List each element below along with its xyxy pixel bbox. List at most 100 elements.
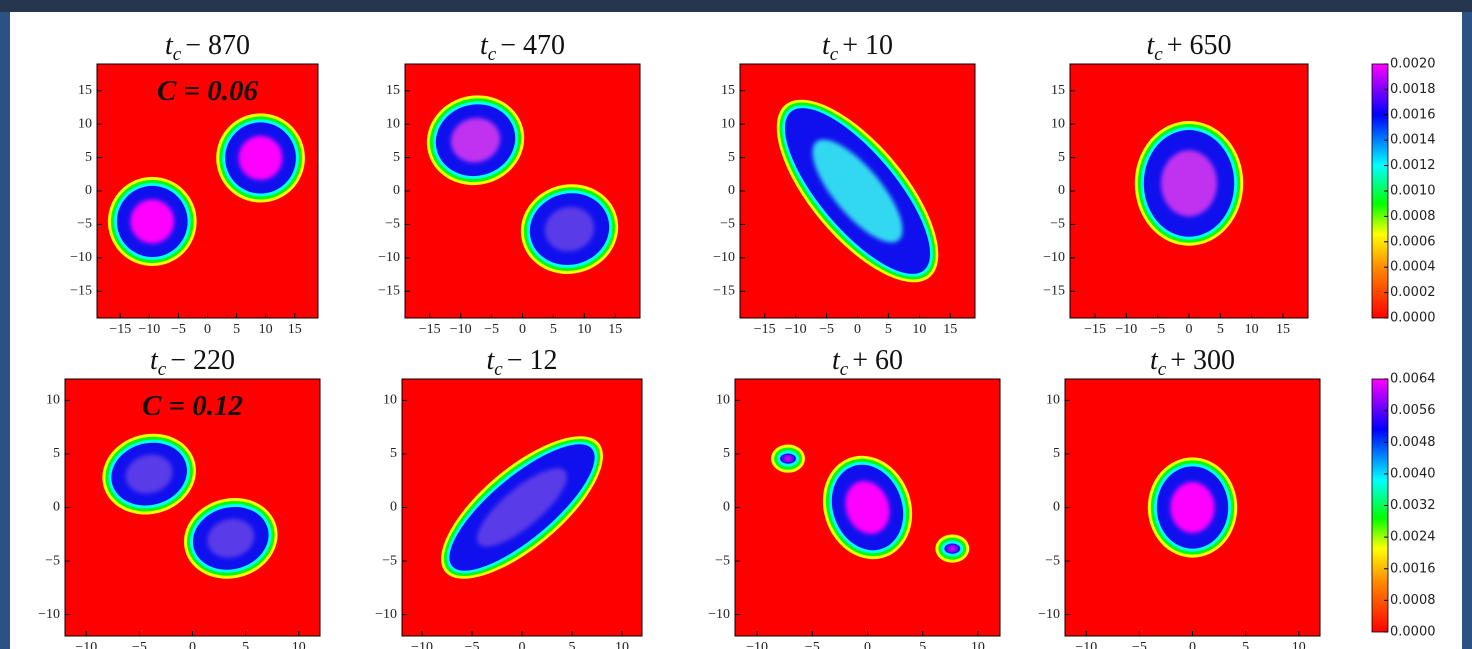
colorbar-tick-label: 0.0008 xyxy=(1390,593,1436,608)
x-tick-label: −10 xyxy=(785,322,807,337)
colorbar: 0.00000.00080.00160.00240.00320.00400.00… xyxy=(1372,372,1436,640)
y-tick-label: 5 xyxy=(390,446,397,461)
colorbar-tick-label: 0.0002 xyxy=(1390,285,1436,300)
y-tick-label: 10 xyxy=(1051,116,1065,131)
annotation: C = 0.12 xyxy=(142,390,243,422)
x-tick-label: −5 xyxy=(484,322,499,337)
blob-core xyxy=(1161,150,1217,216)
y-tick-label: −5 xyxy=(1045,553,1060,568)
x-tick-label: 10 xyxy=(971,640,985,649)
title-offset: + 650 xyxy=(1167,30,1232,61)
colorbar-tick-label: 0.0020 xyxy=(1390,57,1436,72)
y-tick-label: 10 xyxy=(386,116,400,131)
panel: −10−50510−10−50510tc− 220C = 0.12 xyxy=(38,345,320,649)
title-subscript: c xyxy=(173,44,182,65)
x-tick-label: 0 xyxy=(519,322,526,337)
density-field xyxy=(1135,121,1243,246)
colorbar-tick-label: 0.0048 xyxy=(1390,435,1436,450)
x-tick-label: 5 xyxy=(233,322,240,337)
x-tick-label: −5 xyxy=(171,322,186,337)
colorbar-tick-label: 0.0006 xyxy=(1390,234,1436,249)
x-tick-label: 5 xyxy=(1242,640,1249,649)
y-tick-label: 5 xyxy=(393,150,400,165)
y-tick-label: 5 xyxy=(85,150,92,165)
y-tick-label: 0 xyxy=(85,183,92,198)
blob-core xyxy=(130,199,174,243)
x-tick-label: 10 xyxy=(615,640,629,649)
title-subscript: c xyxy=(488,44,497,65)
x-tick-label: 15 xyxy=(1276,322,1290,337)
x-tick-label: 5 xyxy=(885,322,892,337)
y-tick-label: 0 xyxy=(393,183,400,198)
y-tick-label: −10 xyxy=(713,250,735,265)
title-offset: − 220 xyxy=(170,345,235,376)
colorbar-tick-label: 0.0000 xyxy=(1390,311,1436,326)
colorbar-tick-label: 0.0056 xyxy=(1390,403,1436,418)
y-tick-label: −5 xyxy=(382,553,397,568)
y-tick-label: −5 xyxy=(1050,217,1065,232)
y-tick-label: 15 xyxy=(1051,83,1065,98)
y-tick-label: 15 xyxy=(721,83,735,98)
x-tick-label: −5 xyxy=(1132,640,1147,649)
x-tick-label: −10 xyxy=(450,322,472,337)
y-tick-label: 10 xyxy=(1046,393,1060,408)
blob-core xyxy=(239,136,283,180)
y-tick-label: −10 xyxy=(708,607,730,622)
y-tick-label: 0 xyxy=(390,500,397,515)
top-bar xyxy=(0,0,1472,12)
x-tick-label: −10 xyxy=(1115,322,1137,337)
x-tick-label: 0 xyxy=(1189,640,1196,649)
y-tick-label: −10 xyxy=(70,250,92,265)
colorbar-tick-label: 0.0008 xyxy=(1390,209,1436,224)
y-tick-label: −5 xyxy=(77,217,92,232)
colorbar-tick-label: 0.0004 xyxy=(1390,260,1436,275)
x-tick-label: 0 xyxy=(204,322,211,337)
x-tick-label: 5 xyxy=(242,640,249,649)
x-tick-label: −5 xyxy=(465,640,480,649)
x-tick-label: 0 xyxy=(1186,322,1193,337)
x-tick-label: −5 xyxy=(819,322,834,337)
title-offset: + 300 xyxy=(1170,345,1235,376)
x-tick-label: −15 xyxy=(419,322,441,337)
y-tick-label: 5 xyxy=(1058,150,1065,165)
x-tick-label: 10 xyxy=(577,322,591,337)
y-tick-label: −5 xyxy=(720,217,735,232)
x-tick-label: −5 xyxy=(805,640,820,649)
x-tick-label: 15 xyxy=(608,322,622,337)
y-tick-label: 5 xyxy=(723,446,730,461)
y-tick-label: 10 xyxy=(78,116,92,131)
y-tick-label: 15 xyxy=(78,83,92,98)
y-tick-label: 10 xyxy=(721,116,735,131)
y-tick-label: −5 xyxy=(715,553,730,568)
x-tick-label: 10 xyxy=(1245,322,1259,337)
colorbar-tick-label: 0.0012 xyxy=(1390,158,1436,173)
y-tick-label: −15 xyxy=(1043,283,1065,298)
title-subscript: c xyxy=(158,359,167,380)
title-offset: + 60 xyxy=(852,345,903,376)
blob-core xyxy=(1170,482,1214,533)
colorbar-tick-label: 0.0040 xyxy=(1390,466,1436,481)
x-tick-label: 10 xyxy=(912,322,926,337)
colorbar-tick-label: 0.0064 xyxy=(1390,372,1436,387)
title-subscript: c xyxy=(1154,44,1163,65)
y-tick-label: −5 xyxy=(45,553,60,568)
title-subscript: c xyxy=(830,44,839,65)
y-tick-label: −10 xyxy=(378,250,400,265)
x-tick-label: −15 xyxy=(754,322,776,337)
y-tick-label: −10 xyxy=(375,607,397,622)
colorbar-tick-label: 0.0016 xyxy=(1390,107,1436,122)
x-tick-label: 0 xyxy=(519,640,526,649)
x-tick-label: 5 xyxy=(569,640,576,649)
title-offset: − 470 xyxy=(500,30,565,61)
y-tick-label: 5 xyxy=(1053,446,1060,461)
y-tick-label: −15 xyxy=(378,283,400,298)
x-tick-label: 0 xyxy=(854,322,861,337)
title-offset: + 10 xyxy=(842,30,893,61)
x-tick-label: −15 xyxy=(1084,322,1106,337)
x-tick-label: −10 xyxy=(411,640,433,649)
y-tick-label: −10 xyxy=(38,607,60,622)
